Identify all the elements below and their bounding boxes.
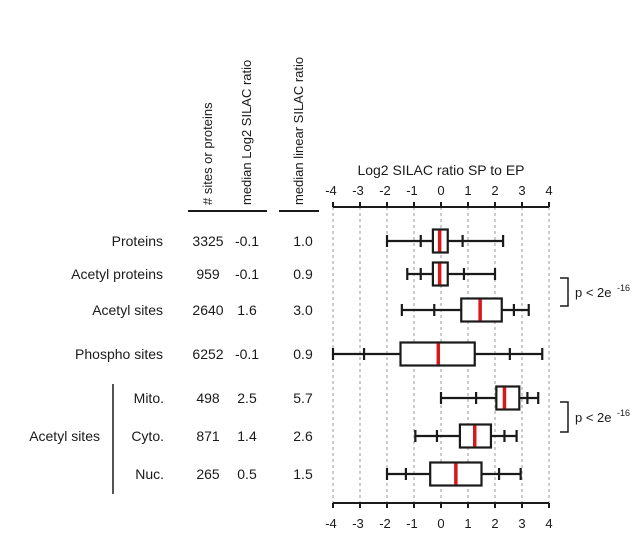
- group-label: Acetyl sites: [29, 428, 100, 444]
- p-value-text: p < 2e: [575, 410, 612, 425]
- row-label: Cyto.: [131, 428, 164, 444]
- bottom-tick-label-6: 2: [491, 516, 498, 531]
- column-header-median_linear: median linear SILAC ratio: [291, 57, 306, 205]
- value-median-linear: 2.6: [293, 428, 313, 444]
- top-tick-label-1: -3: [352, 183, 364, 198]
- value-count: 959: [196, 266, 220, 282]
- significance-bracket-0: p < 2e -16: [560, 277, 630, 307]
- row-label: Mito.: [134, 390, 164, 406]
- value-median-linear: 3.0: [293, 302, 313, 318]
- row-label: Phospho sites: [75, 346, 163, 362]
- bottom-tick-label-0: -4: [325, 516, 337, 531]
- value-median-linear: 1.5: [293, 466, 313, 482]
- value-median-log2: -0.1: [235, 346, 259, 362]
- p-value-exponent: -16: [617, 408, 630, 418]
- column-header-count: # sites or proteins: [200, 102, 215, 205]
- value-median-linear: 1.0: [293, 233, 313, 249]
- bottom-tick-label-7: 3: [518, 516, 525, 531]
- value-count: 265: [196, 466, 220, 482]
- row-label: Acetyl proteins: [71, 266, 163, 282]
- top-tick-label-4: 0: [437, 183, 444, 198]
- column-header-median_log2: median Log2 SILAC ratio: [239, 60, 254, 205]
- bottom-tick-label-3: -1: [406, 516, 418, 531]
- value-median-log2: 1.6: [237, 302, 257, 318]
- top-tick-label-7: 3: [518, 183, 525, 198]
- value-count: 498: [196, 390, 220, 406]
- row-label: Acetyl sites: [92, 302, 163, 318]
- top-tick-label-8: 4: [545, 183, 552, 198]
- value-count: 2640: [192, 302, 223, 318]
- box-iqr: [495, 385, 521, 411]
- boxplot-2: [400, 297, 530, 323]
- bottom-tick-label-5: 1: [464, 516, 471, 531]
- top-tick-label-3: -1: [406, 183, 418, 198]
- p-value-text: p < 2e: [575, 285, 612, 300]
- value-median-linear: 0.9: [293, 346, 313, 362]
- value-median-linear: 0.9: [293, 266, 313, 282]
- chart-title: Log2 SILAC ratio SP to EP: [357, 162, 524, 178]
- top-tick-label-0: -4: [325, 183, 337, 198]
- p-value-exponent: -16: [617, 283, 630, 293]
- boxplot-1: [406, 261, 497, 287]
- value-median-linear: 5.7: [293, 390, 313, 406]
- value-count: 3325: [192, 233, 223, 249]
- top-tick-label-6: 2: [491, 183, 498, 198]
- bottom-tick-label-1: -3: [352, 516, 364, 531]
- boxplot-4: [439, 385, 540, 411]
- value-median-log2: 1.4: [237, 428, 257, 444]
- bottom-tick-label-2: -2: [379, 516, 391, 531]
- value-median-log2: 0.5: [237, 466, 257, 482]
- significance-bracket-1: p < 2e -16: [560, 401, 630, 433]
- value-median-log2: -0.1: [235, 266, 259, 282]
- value-median-log2: 2.5: [237, 390, 257, 406]
- value-count: 6252: [192, 346, 223, 362]
- bottom-tick-label-4: 0: [437, 516, 444, 531]
- boxplot-5: [414, 423, 518, 449]
- row-label: Proteins: [112, 233, 163, 249]
- value-median-log2: -0.1: [235, 233, 259, 249]
- top-tick-label-2: -2: [379, 183, 391, 198]
- bracket-line: [560, 401, 569, 433]
- boxplot-6: [385, 461, 522, 487]
- boxplot-3: [331, 341, 544, 367]
- bracket-line: [560, 277, 569, 307]
- value-count: 871: [196, 428, 220, 444]
- bottom-tick-label-8: 4: [545, 516, 552, 531]
- boxplot-0: [385, 228, 505, 254]
- top-tick-label-5: 1: [464, 183, 471, 198]
- row-label: Nuc.: [135, 466, 164, 482]
